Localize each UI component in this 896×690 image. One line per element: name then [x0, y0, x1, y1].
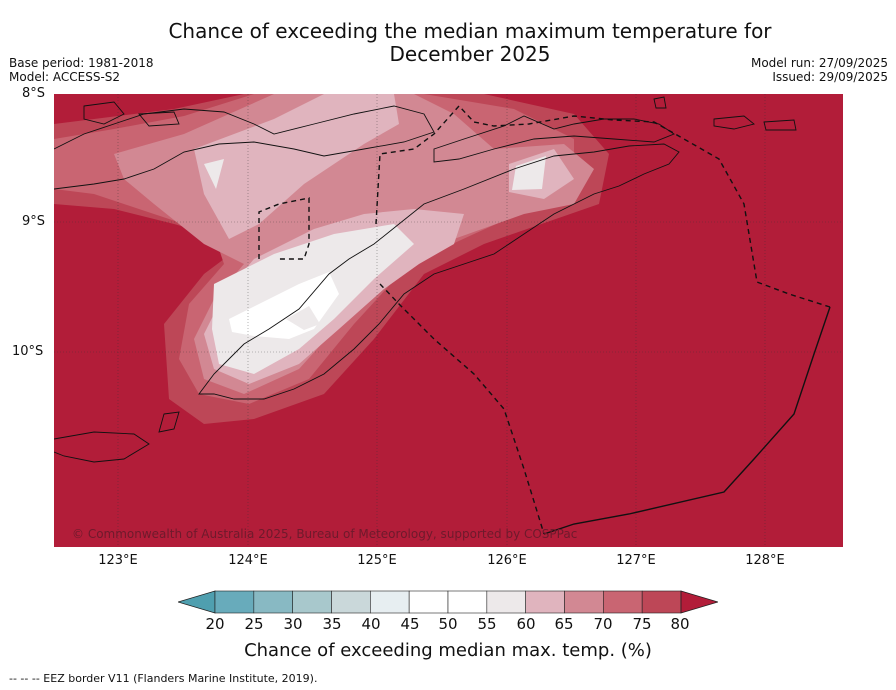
eez-border-south — [379, 283, 545, 535]
cbar-tick: 55 — [477, 615, 497, 633]
eez-footnote: -- -- -- EEZ border V11 (Flanders Marine… — [9, 672, 318, 685]
north-islands — [54, 105, 435, 190]
issued-date: Issued: 29/09/2025 — [772, 70, 888, 84]
cbar-tick: 35 — [322, 615, 342, 633]
lon-label-127e: 127°E — [616, 553, 656, 568]
rote-island — [158, 411, 180, 433]
colorbar — [178, 590, 718, 614]
lon-label-126e: 126°E — [487, 553, 527, 568]
cbar-tick: 75 — [632, 615, 652, 633]
cbar-tick: 20 — [205, 615, 225, 633]
cbar-tick: 25 — [244, 615, 264, 633]
sumba-savu — [54, 431, 150, 463]
model-name: Model: ACCESS-S2 — [9, 70, 121, 84]
colorbar-box — [564, 590, 604, 614]
lat-label-9s: 9°S — [22, 214, 46, 229]
colorbar-box — [408, 590, 449, 614]
lon-label-128e: 128°E — [745, 553, 785, 568]
cbar-tick: 40 — [361, 615, 381, 633]
cbar-tick: 45 — [400, 615, 420, 633]
lat-label-8s: 8°S — [22, 86, 46, 101]
colorbar-box — [214, 590, 255, 614]
meta-left: Base period: 1981-2018 Model: ACCESS-S2 — [9, 56, 154, 84]
eez-border-north — [375, 104, 831, 308]
copyright-notice: © Commonwealth of Australia 2025, Bureau… — [72, 527, 578, 541]
cbar-tick: 30 — [283, 615, 303, 633]
small-islands-west — [83, 101, 180, 127]
colorbar-extend-high — [680, 590, 718, 614]
colorbar-box — [486, 590, 526, 614]
contour-50-inner — [286, 306, 320, 330]
coastlines — [54, 96, 797, 463]
small-islands-east — [653, 96, 797, 131]
eez-border-west — [258, 197, 310, 260]
colorbar-box — [447, 590, 488, 614]
title-line-2: December 2025 — [389, 42, 551, 66]
lon-label-124e: 124°E — [228, 553, 268, 568]
colorbar-box — [292, 590, 332, 614]
colorbar-extend-low — [178, 590, 216, 614]
eez-border — [258, 104, 831, 535]
chart-title: Chance of exceeding the median maximum t… — [140, 20, 800, 66]
lon-label-123e: 123°E — [98, 553, 138, 568]
colorbar-box — [253, 590, 293, 614]
model-run: Model run: 27/09/2025 — [750, 56, 888, 70]
cbar-tick: 70 — [593, 615, 613, 633]
colorbar-box — [641, 590, 682, 614]
cbar-tick: 60 — [516, 615, 536, 633]
meta-right: Model run: 27/09/2025 Issued: 29/09/2025 — [751, 56, 888, 84]
timor-island-outline — [198, 143, 680, 400]
probability-map — [54, 94, 843, 547]
colorbar-box — [331, 590, 371, 614]
colorbar-label: Chance of exceeding median max. temp. (%… — [244, 640, 652, 661]
colorbar-box — [370, 590, 410, 614]
lat-label-10s: 10°S — [12, 344, 44, 359]
lon-label-125e: 125°E — [357, 553, 397, 568]
cbar-tick: 50 — [438, 615, 458, 633]
eez-border-east — [543, 306, 831, 535]
base-period: Base period: 1981-2018 — [9, 56, 154, 70]
cbar-tick: 80 — [670, 615, 690, 633]
wetar-island — [433, 115, 675, 163]
colorbar-box — [525, 590, 565, 614]
title-line-1: Chance of exceeding the median maximum t… — [168, 19, 772, 43]
cbar-tick: 65 — [554, 615, 574, 633]
colorbar-box — [603, 590, 643, 614]
graticule — [54, 94, 843, 547]
